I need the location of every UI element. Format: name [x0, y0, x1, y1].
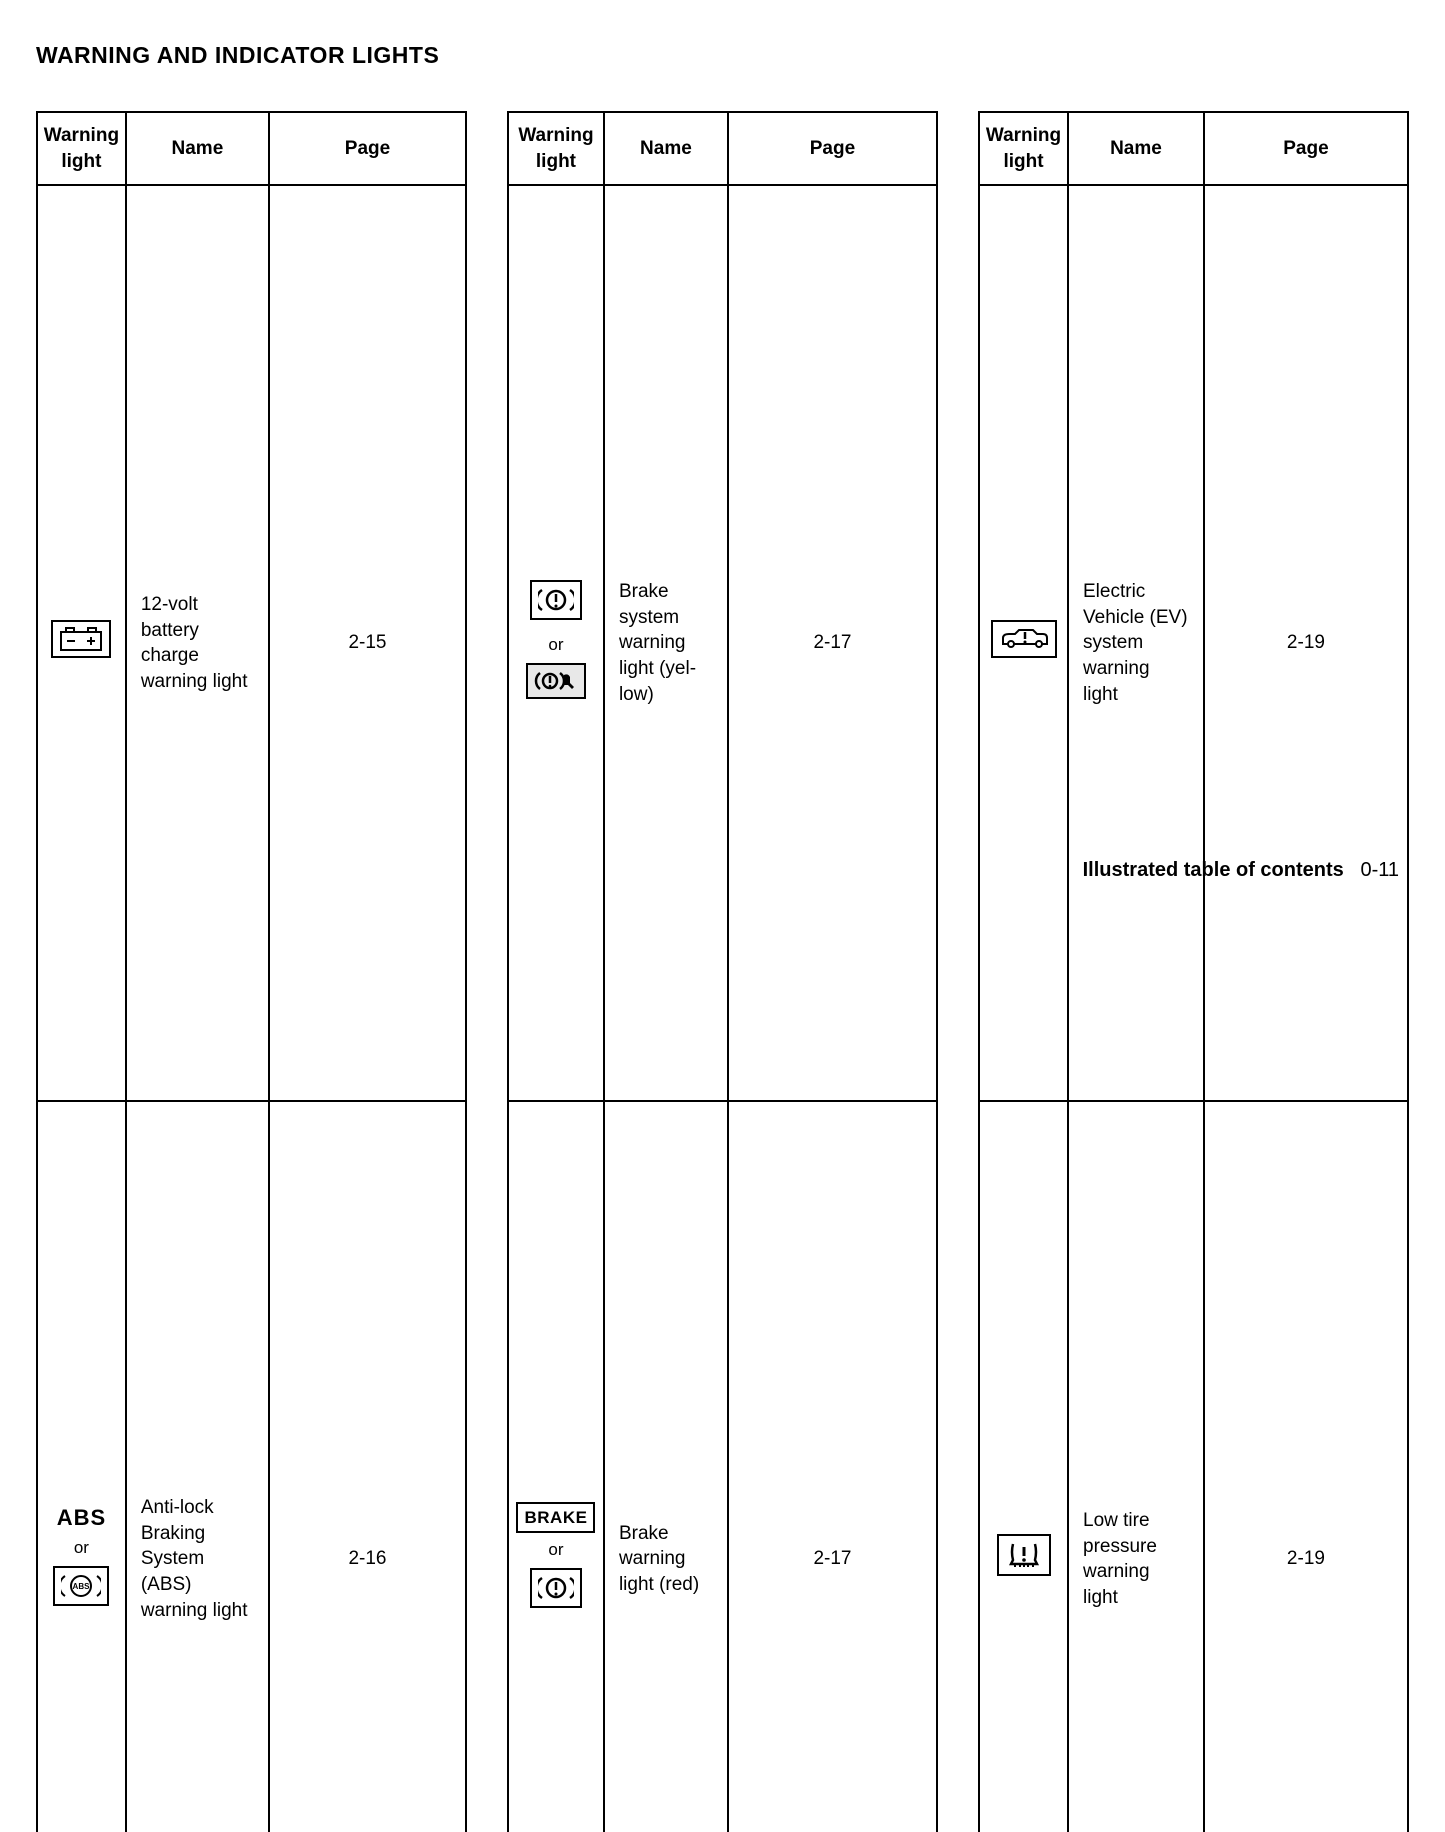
icon-cell: BRAKE or [508, 1101, 604, 1832]
icon-cell [37, 185, 126, 1101]
col-header-page: Page [728, 112, 937, 185]
col-header-name: Name [604, 112, 728, 185]
icon-cell: ABS or ABS [37, 1101, 126, 1832]
table-row: ABS or ABS Anti-lock Braking System (ABS… [37, 1101, 466, 1832]
page-cell: 2-19 [1204, 1101, 1408, 1832]
col-header-page: Page [1204, 112, 1408, 185]
name-cell: Low tire pressure warning light [1068, 1101, 1204, 1832]
name-cell: Brake warning light (red) [604, 1101, 728, 1832]
name-cell: Brake system warning light (yel­low) [604, 185, 728, 1101]
icon-cell [979, 1101, 1068, 1832]
svg-text:ABS: ABS [73, 1582, 91, 1591]
ev-system-icon [991, 620, 1057, 658]
brake-wrench-icon [526, 663, 586, 699]
col-header-name: Name [126, 112, 269, 185]
page-cell: 2-16 [269, 1101, 466, 1832]
or-label: or [513, 634, 599, 657]
table-row: or Brake system warni [508, 185, 937, 1101]
col-header-light: Warning light [508, 112, 604, 185]
page-cell: 2-15 [269, 185, 466, 1101]
icon-cell: or [508, 185, 604, 1101]
abs-circle-icon: ABS [53, 1566, 109, 1606]
col-header-page: Page [269, 112, 466, 185]
name-cell: Anti-lock Braking System (ABS) warning l… [126, 1101, 269, 1832]
brake-exclaim-icon [530, 580, 582, 620]
or-label: or [42, 1537, 121, 1560]
footer-label: Illustrated table of contents [1083, 859, 1344, 881]
page-cell: 2-19 [1204, 185, 1408, 1101]
battery-icon [51, 620, 111, 658]
name-cell: 12-volt battery charge warning light [126, 185, 269, 1101]
col-header-light: Warning light [37, 112, 126, 185]
table-header-row: Warning light Name Page [508, 112, 937, 185]
brake-exclaim-icon [530, 1568, 582, 1608]
tire-pressure-icon [997, 1534, 1051, 1576]
page-footer: Illustrated table of contents 0-11 [1083, 859, 1399, 882]
page-title: WARNING AND INDICATOR LIGHTS [36, 42, 1409, 69]
warning-table-1: Warning light Name Page [36, 111, 467, 1832]
page-cell: 2-17 [728, 1101, 937, 1832]
footer-page-number: 0-11 [1360, 859, 1399, 881]
warning-table-2: Warning light Name Page [507, 111, 938, 1832]
table-row: 12-volt battery charge warning light 2-1… [37, 185, 466, 1101]
manual-page: WARNING AND INDICATOR LIGHTS Warning lig… [0, 0, 1445, 916]
name-cell: Electric Vehicle (EV) system warn­ing li… [1068, 185, 1204, 1101]
abs-text-icon: ABS [57, 1505, 106, 1530]
table-row: BRAKE or Brak [508, 1101, 937, 1832]
table-header-row: Warning light Name Page [37, 112, 466, 185]
table-header-row: Warning light Name Page [979, 112, 1408, 185]
warning-table-3: Warning light Name Page [978, 111, 1409, 1832]
or-label: or [513, 1539, 599, 1562]
table-row: Low tire pressure warning light 2-19 [979, 1101, 1408, 1832]
table-row: Electric Vehicle (EV) system warn­ing li… [979, 185, 1408, 1101]
icon-cell [979, 185, 1068, 1101]
tables-row: Warning light Name Page [36, 111, 1409, 1832]
col-header-light: Warning light [979, 112, 1068, 185]
page-cell: 2-17 [728, 185, 937, 1101]
col-header-name: Name [1068, 112, 1204, 185]
brake-text-icon: BRAKE [516, 1502, 595, 1533]
